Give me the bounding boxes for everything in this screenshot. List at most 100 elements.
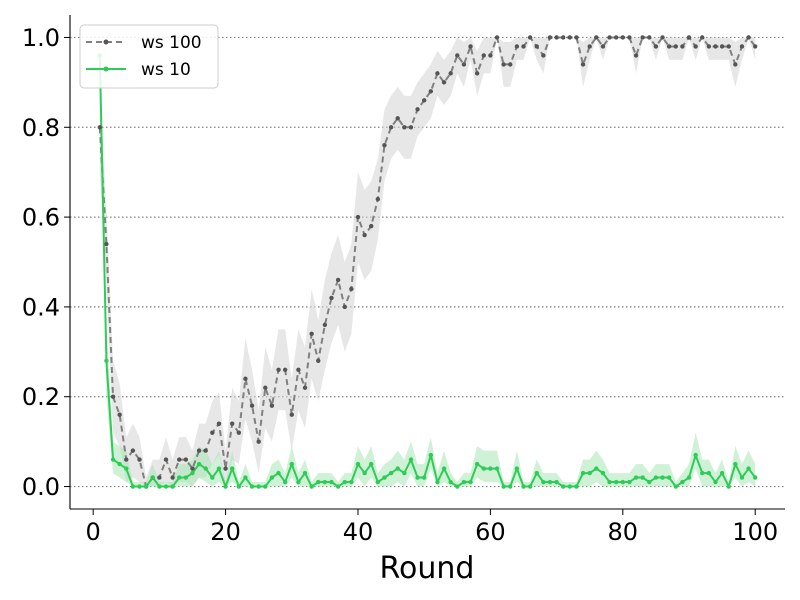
point-ws-10 [157,484,162,489]
point-ws-100 [190,466,195,471]
point-ws-10 [508,484,513,489]
point-ws-10 [587,470,592,476]
point-ws-100 [382,143,387,148]
point-ws-10 [375,479,381,485]
point-ws-100 [488,53,493,58]
point-ws-100 [739,44,745,49]
point-ws-100 [587,44,592,49]
point-ws-100 [633,53,639,58]
legend-label-ws-10: ws 10 [141,60,191,80]
point-ws-10 [276,470,281,476]
point-ws-10 [117,461,122,467]
point-ws-100 [567,35,573,40]
point-ws-10 [647,479,652,485]
point-ws-100 [110,394,116,399]
point-ws-10 [421,475,427,480]
point-ws-10 [666,475,672,480]
line-ws-100 [98,36,757,488]
point-ws-100 [680,44,685,49]
point-ws-10 [627,479,632,485]
point-ws-100 [660,35,665,40]
point-ws-100 [157,475,162,480]
point-ws-10 [130,484,136,489]
point-ws-10 [534,470,539,476]
point-ws-10 [137,484,142,489]
y-axis-ticks: 0.0 0.2 0.4 0.6 0.8 1.0 [22,24,70,501]
point-ws-10 [660,475,665,480]
point-ws-10 [633,475,639,480]
point-ws-10 [561,484,566,489]
point-ws-100 [746,35,751,40]
point-ws-100 [249,403,255,408]
x-tick-label: 40 [343,518,374,546]
point-ws-10 [746,466,751,471]
point-ws-100 [547,35,553,40]
point-ws-100 [130,448,136,453]
point-ws-10 [349,479,354,485]
point-ws-100 [104,241,109,247]
point-ws-100 [203,448,208,453]
point-ws-100 [196,448,202,453]
point-ws-10 [415,475,420,480]
point-ws-10 [494,466,500,471]
point-ws-10 [124,466,129,471]
point-ws-10 [382,475,387,480]
point-ws-10 [686,475,692,480]
point-ws-100 [375,196,381,202]
point-ws-10 [369,461,374,467]
point-ws-100 [243,376,248,381]
y-tick-label: 0.2 [22,383,60,411]
point-ws-100 [296,367,301,372]
point-ws-10 [223,484,228,489]
legend-marker-ws-10 [103,66,109,72]
point-ws-10 [673,484,678,489]
x-tick-label: 0 [86,518,101,546]
point-ws-10 [428,452,434,458]
point-ws-100 [282,367,288,372]
point-ws-100 [441,80,447,85]
point-ws-100 [726,44,731,49]
point-ws-100 [561,35,566,40]
point-ws-100 [501,62,506,67]
point-ws-10 [693,452,698,458]
point-ws-10 [580,470,586,476]
point-ws-100 [673,44,678,49]
point-ws-10 [448,479,453,485]
point-ws-100 [508,62,513,67]
point-ws-100 [137,457,142,462]
band-ws-100 [99,37,756,487]
point-ws-100 [580,62,586,67]
point-ws-100 [388,125,394,130]
point-ws-100 [448,71,453,76]
point-ws-10 [388,470,394,476]
point-ws-100 [263,385,268,390]
point-ws-10 [554,479,559,485]
point-ws-100 [428,89,434,94]
point-ws-10 [719,470,725,476]
point-ws-10 [441,466,447,471]
point-ws-100 [753,44,758,49]
point-ws-10 [600,470,606,476]
point-ws-10 [726,484,731,489]
x-tick-label: 20 [210,518,241,546]
point-ws-10 [296,479,301,485]
point-ws-10 [196,461,202,467]
point-ws-100 [342,304,347,310]
y-tick-label: 0.0 [22,473,60,501]
point-ws-10 [680,479,685,485]
point-ws-100 [117,412,122,417]
point-ws-10 [640,475,645,480]
x-tick-label: 80 [608,518,639,546]
point-ws-10 [177,475,182,480]
point-ws-10 [607,479,612,485]
point-ws-10 [402,470,407,476]
point-ws-100 [534,44,539,49]
point-ws-100 [600,44,606,49]
point-ws-10 [700,470,705,476]
point-ws-100 [170,475,175,480]
point-ws-100 [653,44,659,49]
point-ws-10 [514,466,520,471]
point-ws-10 [302,470,308,476]
point-ws-10 [243,475,248,480]
